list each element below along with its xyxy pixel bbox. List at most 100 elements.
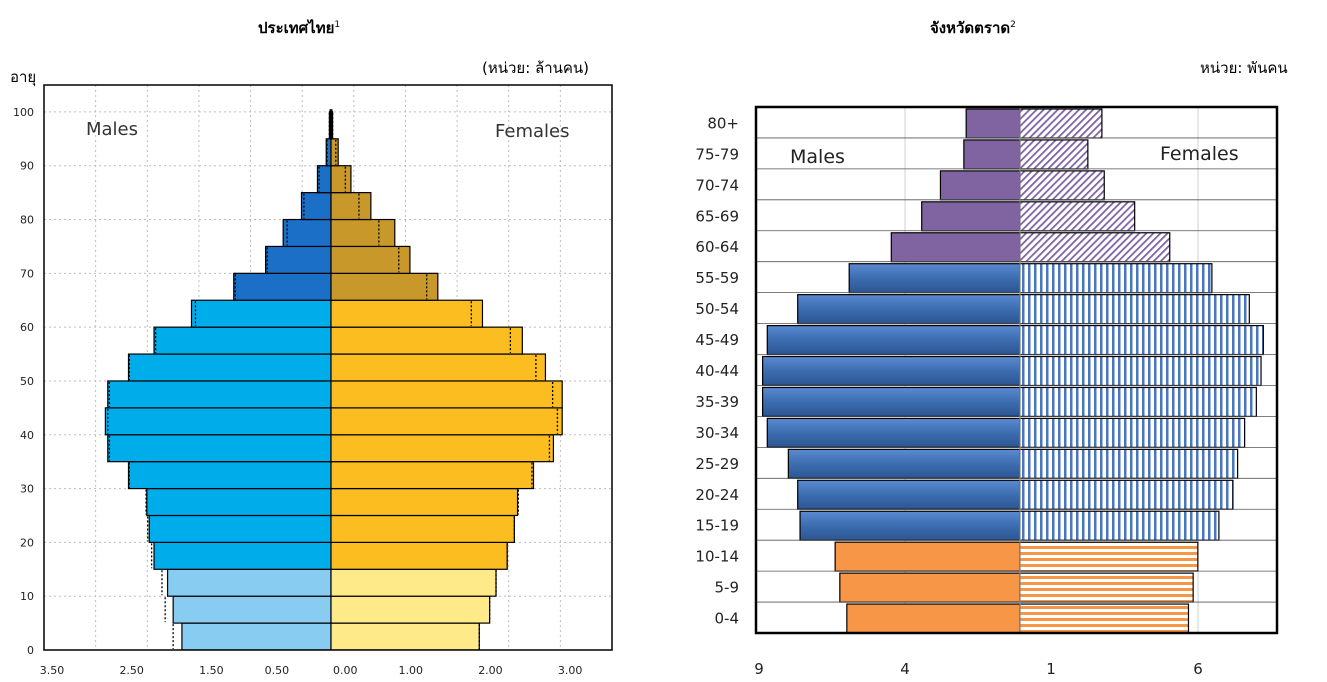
x-tick-label: 9 — [754, 660, 764, 678]
category-label: 30-34 — [695, 424, 739, 442]
female-bar — [1019, 572, 1194, 603]
category-label: 65-69 — [695, 207, 739, 225]
category-label: 40-44 — [695, 362, 739, 380]
female-bar — [330, 218, 396, 248]
male-bar — [166, 568, 332, 597]
female-bar — [330, 165, 352, 194]
chart2-title: จังหวัดตราด2 — [930, 19, 1016, 37]
females-label: Females — [1160, 143, 1239, 165]
chart2-unit-label: หน่วย: พันคน — [1200, 59, 1288, 77]
category-label: 60-64 — [695, 238, 739, 256]
male-bar — [181, 622, 332, 650]
y-axis-label: อายุ — [10, 68, 36, 87]
category-label: 0-4 — [715, 610, 740, 628]
males-label: Males — [790, 146, 845, 168]
trat-population-pyramid: 0-4 5-9 10-14 15-19 20-24 25-29 30-34 35-39 40-4… — [695, 105, 1279, 678]
female-bar — [1019, 201, 1136, 232]
chart1-unit-label: (หน่วย: ล้านคน) — [482, 59, 590, 77]
male-bar — [172, 595, 332, 624]
female-bar — [1019, 355, 1262, 387]
y-tick-label: 80 — [20, 214, 34, 227]
female-bar — [330, 138, 339, 167]
category-label: 5-9 — [715, 579, 740, 597]
female-bar — [330, 461, 535, 490]
male-bar — [848, 263, 1021, 294]
female-bar — [1019, 541, 1199, 572]
category-label: 70-74 — [695, 176, 739, 194]
female-bar — [1019, 263, 1213, 294]
x-tick-label: 2.00 — [478, 664, 503, 677]
female-bar — [1019, 448, 1239, 479]
category-label: 50-54 — [695, 300, 739, 318]
male-bar — [787, 448, 1021, 479]
category-label: 20-24 — [695, 486, 739, 504]
y-tick-label: 50 — [20, 375, 34, 388]
female-bar — [330, 380, 563, 409]
male-bar — [963, 139, 1021, 170]
female-bar — [1019, 294, 1250, 325]
x-tick-label: 0.50 — [265, 664, 290, 677]
male-bar — [761, 355, 1021, 387]
male-bar — [839, 572, 1021, 603]
y-tick-label: 30 — [20, 483, 34, 496]
female-bar — [1019, 417, 1246, 448]
female-bar — [1019, 479, 1234, 510]
male-bar — [766, 417, 1021, 448]
male-bar — [107, 380, 332, 409]
female-bar — [330, 245, 411, 274]
female-bar — [1019, 232, 1171, 263]
x-tick-label: 0.00 — [333, 664, 358, 677]
male-bar — [846, 603, 1021, 634]
male-bar — [890, 232, 1021, 263]
females-label: Females — [495, 121, 569, 142]
plot-frame — [754, 105, 1279, 635]
female-bar — [330, 434, 555, 463]
male-bar — [104, 407, 332, 436]
y-tick-label: 10 — [20, 590, 34, 603]
y-tick-label: 100 — [13, 106, 34, 119]
category-label: 15-19 — [695, 517, 739, 535]
category-label: 10-14 — [695, 548, 739, 566]
female-bar — [1019, 170, 1105, 201]
female-bar — [330, 192, 372, 221]
male-bar — [153, 326, 332, 355]
male-bar — [148, 514, 332, 543]
male-bar — [127, 461, 332, 490]
female-bar — [330, 514, 515, 543]
males-label: Males — [86, 119, 138, 140]
male-bar — [107, 434, 332, 463]
male-bar — [300, 192, 332, 221]
plot-frame — [43, 84, 613, 651]
x-tick-label: 3.00 — [558, 664, 583, 677]
female-bar — [330, 272, 439, 301]
y-tick-label: 40 — [20, 429, 34, 442]
y-tick-label: 70 — [20, 267, 34, 280]
male-bar — [265, 245, 332, 274]
male-bar — [965, 108, 1021, 139]
female-bar — [1019, 324, 1264, 356]
female-bar — [330, 595, 491, 624]
male-bar — [761, 386, 1021, 418]
male-bar — [797, 294, 1021, 325]
category-label: 25-29 — [695, 455, 739, 473]
category-label: 35-39 — [695, 393, 739, 411]
female-bar — [330, 326, 523, 355]
x-tick-label: 1.50 — [199, 664, 224, 677]
female-bar — [330, 407, 563, 436]
thailand-population-pyramid: 0 10 20 30 40 50 60 70 80 90 100 3.50 2.50 1.50 0.50 0.… — [10, 68, 613, 677]
female-bar — [330, 299, 484, 328]
category-label: 55-59 — [695, 269, 739, 287]
female-bar — [1019, 510, 1220, 541]
x-tick-label: 3.50 — [40, 664, 65, 677]
female-bar — [330, 622, 480, 650]
x-tick-label: 1.00 — [398, 664, 423, 677]
x-tick-label: 6 — [1193, 660, 1203, 678]
female-bar — [1019, 139, 1089, 170]
male-bar — [834, 541, 1021, 572]
bars-group — [104, 111, 563, 650]
category-label: 45-49 — [695, 331, 739, 349]
male-bar — [153, 541, 332, 570]
male-bar — [797, 479, 1021, 510]
category-label: 75-79 — [695, 145, 739, 163]
y-tick-label: 90 — [20, 160, 34, 173]
